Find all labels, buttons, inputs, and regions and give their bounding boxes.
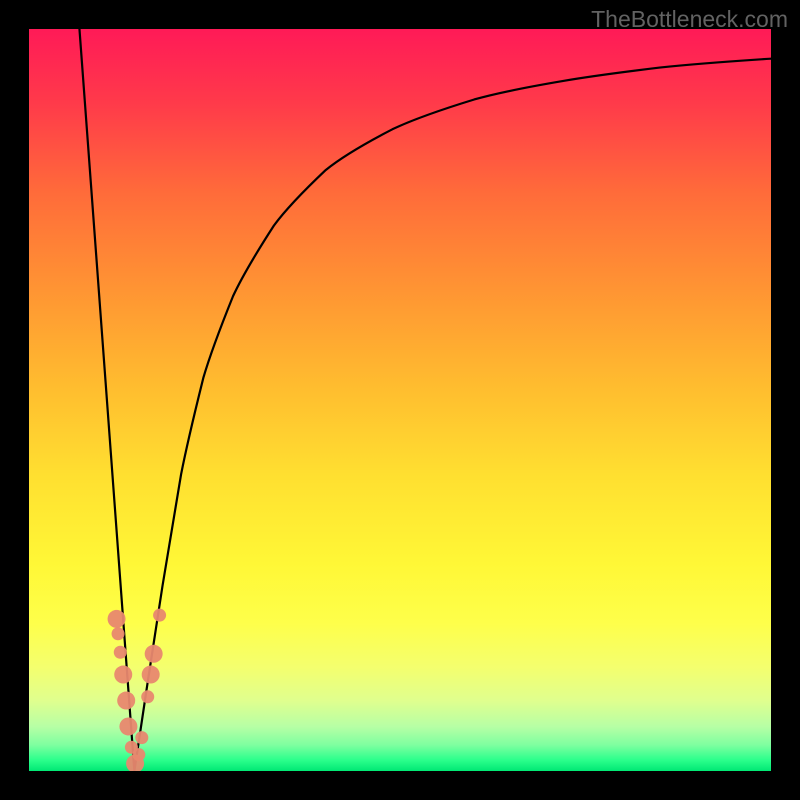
data-marker xyxy=(108,610,126,628)
bottleneck-chart xyxy=(0,0,800,800)
data-marker xyxy=(119,717,137,735)
chart-root: TheBottleneck.com xyxy=(0,0,800,800)
data-marker xyxy=(114,666,132,684)
data-marker xyxy=(142,666,160,684)
data-marker xyxy=(141,690,154,703)
data-marker xyxy=(114,646,127,659)
data-marker xyxy=(117,692,135,710)
plot-gradient-background xyxy=(29,29,771,771)
data-marker xyxy=(145,645,163,663)
watermark-text: TheBottleneck.com xyxy=(591,6,788,33)
data-marker xyxy=(135,731,148,744)
data-marker xyxy=(132,748,145,761)
data-marker xyxy=(112,627,125,640)
data-marker xyxy=(153,609,166,622)
